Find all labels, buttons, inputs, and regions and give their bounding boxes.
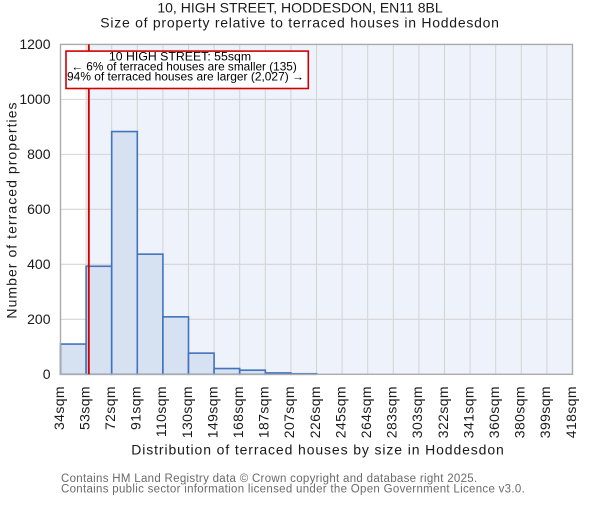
svg-text:149sqm: 149sqm — [204, 386, 220, 438]
svg-text:226sqm: 226sqm — [307, 386, 323, 438]
svg-text:245sqm: 245sqm — [332, 386, 348, 438]
svg-text:400: 400 — [27, 256, 51, 272]
svg-text:360sqm: 360sqm — [486, 386, 502, 438]
svg-text:303sqm: 303sqm — [409, 386, 425, 438]
svg-text:94% of terraced houses are lar: 94% of terraced houses are larger (2,027… — [67, 70, 304, 84]
svg-text:322sqm: 322sqm — [435, 386, 451, 438]
svg-text:1000: 1000 — [19, 91, 50, 107]
svg-text:Size of property relative to t: Size of property relative to terraced ho… — [100, 14, 499, 30]
svg-text:Contains public sector informa: Contains public sector information licen… — [61, 484, 525, 496]
svg-text:399sqm: 399sqm — [537, 386, 553, 438]
svg-text:800: 800 — [27, 146, 51, 162]
svg-text:Contains HM Land Registry data: Contains HM Land Registry data © Crown c… — [61, 473, 477, 485]
svg-text:0: 0 — [43, 366, 51, 382]
svg-text:130sqm: 130sqm — [179, 386, 195, 438]
svg-text:34sqm: 34sqm — [51, 386, 67, 430]
svg-text:341sqm: 341sqm — [460, 386, 476, 438]
svg-text:200: 200 — [27, 311, 51, 327]
svg-text:187sqm: 187sqm — [256, 386, 272, 438]
svg-text:10 HIGH STREET: 55sqm: 10 HIGH STREET: 55sqm — [109, 49, 251, 63]
svg-text:1200: 1200 — [19, 36, 50, 52]
svg-text:Distribution of terraced house: Distribution of terraced houses by size … — [131, 441, 504, 457]
svg-text:← 6% of terraced houses are sm: ← 6% of terraced houses are smaller (135… — [71, 60, 297, 74]
svg-text:91sqm: 91sqm — [128, 386, 144, 430]
svg-text:168sqm: 168sqm — [230, 386, 246, 438]
svg-text:53sqm: 53sqm — [76, 386, 92, 430]
svg-text:72sqm: 72sqm — [102, 386, 118, 430]
svg-text:264sqm: 264sqm — [358, 386, 374, 438]
svg-text:Number of terraced properties: Number of terraced properties — [3, 101, 19, 318]
svg-text:110sqm: 110sqm — [153, 386, 169, 437]
svg-text:283sqm: 283sqm — [384, 386, 400, 438]
svg-text:418sqm: 418sqm — [563, 386, 579, 438]
svg-text:207sqm: 207sqm — [281, 386, 297, 438]
svg-text:600: 600 — [27, 201, 51, 217]
svg-text:380sqm: 380sqm — [512, 386, 528, 438]
svg-text:10, HIGH STREET, HODDESDON, EN: 10, HIGH STREET, HODDESDON, EN11 8BL — [157, 0, 442, 16]
